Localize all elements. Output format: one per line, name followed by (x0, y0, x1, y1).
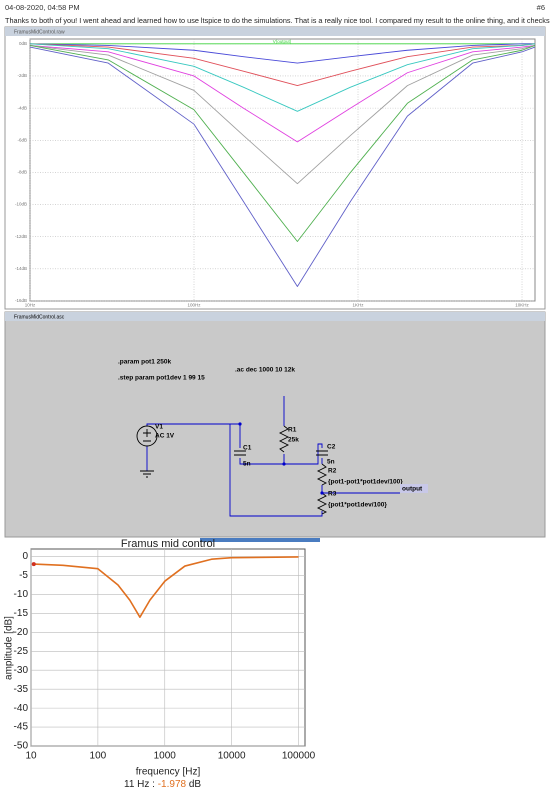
component-name: V1 (155, 424, 163, 431)
component-name: R2 (328, 468, 337, 475)
schematic: FramusMidControl.asc .param pot1 250k .s… (4, 311, 546, 538)
directive: .step param pot1dev 1 99 15 (118, 375, 205, 382)
component-value: AC 1V (155, 433, 175, 440)
component-name: C2 (327, 444, 336, 451)
post-text: Thanks to both of you! I went ahead and … (5, 16, 550, 25)
data-line (29, 44, 536, 185)
component-value: 5n (327, 459, 335, 466)
post-date: 04-08-2020, 04:58 PM (5, 3, 80, 12)
title-bar (5, 27, 545, 36)
y-tick-label: 0dB (19, 41, 27, 46)
data-line (29, 43, 536, 112)
x-tick-label: 10Hz (25, 303, 36, 308)
component-value: 5n (243, 461, 251, 468)
x-tick-label: 10000 (218, 751, 246, 762)
window (4, 311, 546, 538)
data-line (29, 44, 536, 143)
data-line (33, 556, 299, 618)
component-value: {pot1-pot1*pot1dev/100} (328, 479, 403, 486)
y-tick-label: -15 (14, 608, 29, 619)
y-tick-label: -50 (14, 741, 29, 752)
window-title: FramusMidControl.asc (14, 314, 65, 320)
y-tick-label: -45 (14, 722, 29, 733)
x-tick-label: 10 (25, 751, 37, 762)
readout-part: dB (189, 779, 202, 790)
y-tick-label: -2dB (17, 73, 27, 78)
data-line (29, 43, 536, 87)
chart-title: Framus mid control (121, 538, 215, 550)
y-tick-label: -5 (19, 570, 28, 581)
post-number[interactable]: #6 (536, 3, 545, 12)
data-line (29, 46, 536, 287)
y-tick-label: -16dB (15, 298, 27, 303)
y-axis-label: amplitude [dB] (4, 616, 15, 680)
y-tick-label: -35 (14, 684, 29, 695)
x-tick-label: 100 (90, 751, 107, 762)
y-tick-label: -10 (14, 589, 29, 600)
y-tick-label: -20 (14, 627, 29, 638)
y-tick-label: -14dB (15, 266, 27, 271)
x-axis-label: frequency [Hz] (136, 767, 201, 778)
y-tick-label: -12dB (15, 234, 27, 239)
x-tick-label: 100Hz (187, 303, 201, 308)
component-name: C1 (243, 445, 252, 452)
component-value: 25k (288, 437, 299, 444)
component-value: {pot1*pot1dev/100} (328, 502, 387, 509)
x-tick-label: 1KHz (353, 303, 365, 308)
directive: .ac dec 1000 10 12k (235, 367, 295, 374)
y-tick-label: -8dB (17, 170, 27, 175)
y-tick-label: -30 (14, 665, 29, 676)
readout-part: -1.978 (158, 779, 187, 790)
toolbar-strip (200, 538, 320, 542)
y-tick-label: -40 (14, 703, 29, 714)
y-tick-label: 0 (22, 551, 28, 562)
component-name: R1 (288, 427, 297, 434)
x-tick-label: 10KHz (515, 303, 529, 308)
ltspice-plot: FramusMidControl.raw 0dB -2dB -4dB -6dB -8dB… (4, 26, 546, 310)
y-tick-label: -10dB (15, 202, 27, 207)
directive: .param pot1 250k (118, 359, 171, 366)
title-bar (5, 312, 545, 321)
x-tick-label: 100000 (282, 751, 316, 762)
net-label: output (402, 486, 423, 493)
readout-part: 11 Hz : (124, 779, 155, 790)
window-title: FramusMidControl.raw (14, 29, 65, 35)
data-line (29, 43, 535, 64)
readout: 11 Hz : -1.978 dB (124, 779, 201, 790)
y-tick-label: -4dB (17, 105, 27, 110)
y-tick-label: -6dB (17, 137, 27, 142)
trace-label: V(output) (273, 39, 292, 44)
x-tick-label: 1000 (154, 751, 177, 762)
component-name: R3 (328, 491, 337, 498)
wires (136, 396, 400, 517)
y-tick-label: -25 (14, 646, 29, 657)
plot-area (30, 548, 306, 747)
readout-marker (31, 562, 36, 567)
label-box (400, 484, 428, 493)
data-line (29, 44, 536, 242)
